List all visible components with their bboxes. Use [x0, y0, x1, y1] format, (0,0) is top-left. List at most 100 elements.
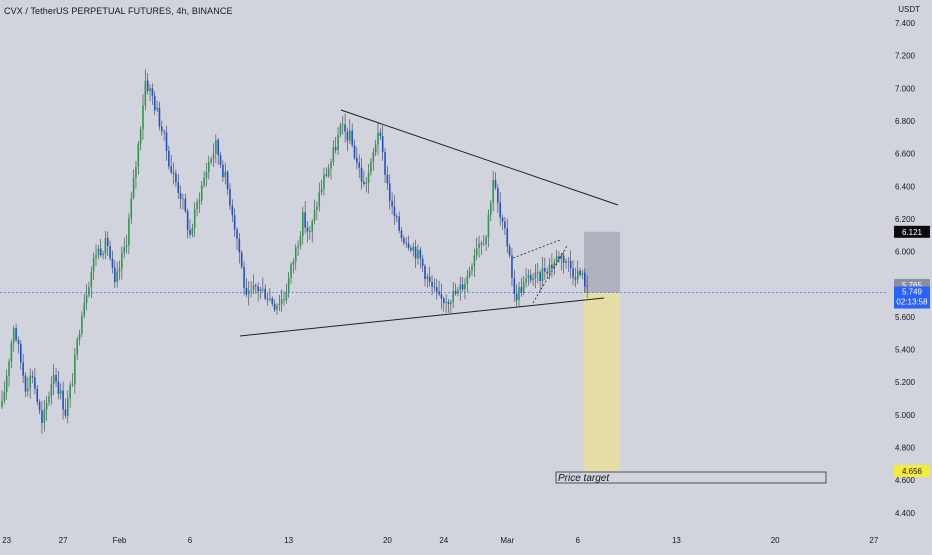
target-zone: [584, 292, 620, 471]
candle-body: [576, 270, 579, 280]
candle-body: [346, 131, 349, 141]
candle-body: [323, 174, 325, 189]
candle-body: [212, 153, 215, 159]
candle-body: [38, 401, 41, 411]
candle-body: [67, 398, 69, 416]
candle-body: [544, 268, 546, 272]
countdown-tag: 02:13:58: [896, 298, 928, 307]
candle-body: [297, 245, 299, 248]
candle-body: [438, 291, 440, 295]
candle-body: [522, 282, 525, 293]
candle-body: [132, 177, 135, 198]
candle-body: [165, 132, 168, 151]
candle-body: [182, 198, 184, 200]
candle-body: [344, 124, 346, 132]
stop-zone: [584, 231, 620, 293]
time-axis[interactable]: 2327Feb6132024Mar6132027Apr: [2, 536, 932, 545]
candle-body: [558, 256, 560, 260]
candle-body: [92, 258, 95, 272]
candle-body: [135, 166, 137, 178]
candle-body: [574, 277, 577, 280]
candle-body: [377, 132, 379, 145]
candle-body: [205, 172, 208, 178]
stop-price-tag-bg: [894, 225, 930, 238]
candle-body: [379, 132, 382, 137]
candle-body: [149, 88, 151, 91]
candle-body: [88, 286, 90, 296]
candle-body: [139, 129, 142, 144]
candle-body: [426, 276, 429, 280]
y-tick-label: 6.400: [895, 182, 916, 191]
candle-body: [459, 284, 462, 290]
y-tick-label: 4.400: [895, 509, 916, 518]
candle-body: [294, 247, 297, 262]
candle-body: [518, 287, 520, 301]
candle-body: [337, 134, 339, 150]
target-price-tag: 4.656: [902, 467, 923, 476]
price-target-label: Price target: [558, 473, 610, 484]
x-tick-label: Mar: [500, 536, 514, 545]
wedge-lower-line: [532, 245, 568, 304]
candle-body: [48, 396, 50, 403]
candle-body: [412, 246, 415, 251]
candle-body: [156, 107, 158, 111]
candle-body: [396, 216, 398, 217]
candle-body: [34, 377, 36, 389]
candle-body: [424, 266, 426, 280]
candle-body: [515, 293, 518, 301]
candle-body: [27, 388, 29, 392]
candle-body: [8, 361, 10, 376]
candle-body: [428, 276, 431, 282]
candle-body: [50, 384, 53, 397]
candle-body: [292, 261, 295, 265]
candle-body: [584, 272, 586, 287]
candle-body: [302, 212, 304, 237]
candle-body: [189, 230, 191, 235]
candle-body: [309, 231, 311, 233]
candle-body: [388, 183, 391, 201]
candle-body: [541, 268, 544, 281]
candle-body: [529, 274, 532, 281]
candle-body: [513, 278, 516, 294]
candle-body: [41, 410, 43, 424]
candle-body: [487, 214, 490, 238]
candle-body: [278, 304, 281, 306]
candle-body: [252, 285, 255, 290]
candle-body: [219, 155, 222, 165]
price-axis[interactable]: 7.400 7.200 7.000 6.800 6.600 6.400 6.200 6.000…: [895, 19, 916, 518]
candle-body: [36, 388, 39, 402]
candle-body: [586, 286, 588, 288]
candle-body: [386, 174, 389, 184]
candle-body: [62, 390, 64, 410]
candle-body: [339, 124, 342, 135]
candle-body: [520, 287, 523, 293]
candle-body: [374, 144, 377, 153]
candle-body: [273, 303, 276, 310]
candle-body: [443, 298, 445, 304]
candle-body: [17, 340, 20, 344]
candle-body: [504, 221, 506, 229]
candle-body: [10, 342, 13, 362]
x-tick-label: 6: [576, 536, 581, 545]
candle-body: [304, 212, 306, 228]
candle-body: [43, 409, 46, 424]
y-tick-label: 6.000: [895, 248, 916, 257]
candle-body: [367, 172, 370, 184]
candle-body: [466, 275, 469, 284]
candle-body: [555, 256, 558, 263]
candle-body: [341, 124, 344, 126]
candle-body: [421, 258, 424, 267]
candle-body: [109, 245, 111, 259]
candle-body: [137, 143, 140, 167]
y-tick-label: 5.200: [895, 378, 916, 387]
candle-body: [525, 278, 527, 283]
candle-body: [370, 161, 372, 173]
candle-body: [224, 171, 227, 178]
current-price-tag: 5.749: [902, 288, 923, 297]
candle-body: [170, 166, 172, 173]
candle-body: [55, 374, 57, 382]
x-tick-label: Feb: [113, 536, 127, 545]
candle-body: [177, 182, 180, 193]
